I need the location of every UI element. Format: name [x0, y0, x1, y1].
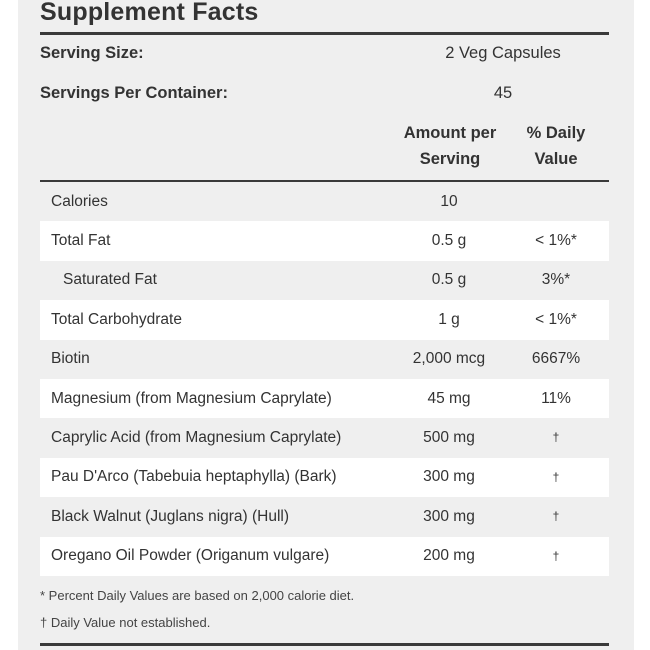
daily-value-header: % Daily Value: [506, 120, 606, 172]
nutrient-name: Magnesium (from Magnesium Caprylate): [51, 389, 332, 407]
header-divider: [40, 180, 609, 182]
table-row: Biotin 2,000 mcg 6667%: [40, 340, 609, 379]
nutrient-daily-value: 3%*: [541, 271, 571, 289]
nutrient-name: Biotin: [51, 350, 90, 368]
dv-header-line2: Value: [534, 150, 578, 168]
table-row: Total Fat 0.5 g < 1%*: [40, 221, 609, 261]
table-row: Total Carbohydrate 1 g < 1%*: [40, 300, 609, 340]
serving-size-label: Serving Size:: [40, 44, 144, 62]
nutrient-daily-value: †: [552, 430, 560, 445]
nutrient-name: Oregano Oil Powder (Origanum vulgare): [51, 547, 330, 565]
table-row: Pau D'Arco (Tabebuia heptaphylla) (Bark)…: [40, 457, 609, 498]
nutrient-table: Calories 10 Total Fat 0.5 g < 1%* Satura…: [40, 182, 609, 576]
nutrient-daily-value: < 1%*: [535, 310, 577, 328]
table-row: Calories 10: [40, 182, 609, 221]
amount-per-serving-header: Amount per Serving: [400, 120, 500, 172]
nutrient-amount: 0.5 g: [431, 232, 467, 250]
nutrient-name: Caprylic Acid (from Magnesium Caprylate): [51, 429, 342, 447]
nutrient-amount: 500 mg: [423, 429, 475, 447]
table-row: Magnesium (from Magnesium Caprylate) 45 …: [40, 378, 609, 419]
nutrient-amount: 2,000 mcg: [412, 350, 486, 368]
nutrient-daily-value: 11%: [541, 389, 571, 407]
servings-per-container-label: Servings Per Container:: [40, 84, 228, 102]
bottom-divider: [40, 643, 609, 646]
nutrient-name: Calories: [51, 192, 108, 210]
table-row: Black Walnut (Juglans nigra) (Hull) 300 …: [40, 497, 609, 536]
nutrient-name: Saturated Fat: [63, 271, 157, 289]
serving-size-value: 2 Veg Capsules: [445, 44, 561, 62]
dv-header-line1: % Daily: [526, 124, 586, 142]
nutrient-name: Pau D'Arco (Tabebuia heptaphylla) (Bark): [51, 468, 337, 486]
nutrient-daily-value: †: [552, 509, 560, 524]
nutrient-amount: 10: [440, 192, 458, 210]
nutrient-name: Black Walnut (Juglans nigra) (Hull): [51, 507, 290, 525]
table-row: Saturated Fat 0.5 g 3%*: [40, 261, 609, 300]
table-row: Caprylic Acid (from Magnesium Caprylate)…: [40, 418, 609, 457]
nutrient-amount: 45 mg: [427, 389, 471, 407]
nutrient-amount: 200 mg: [423, 547, 475, 565]
amount-header-line1: Amount per: [403, 124, 497, 142]
nutrient-daily-value: < 1%*: [535, 232, 577, 250]
table-row: Oregano Oil Powder (Origanum vulgare) 20…: [40, 536, 609, 576]
top-divider: [40, 32, 609, 35]
nutrient-amount: 1 g: [438, 310, 460, 328]
nutrient-amount: 300 mg: [423, 507, 475, 525]
percent-daily-value-footnote: * Percent Daily Values are based on 2,00…: [40, 588, 355, 603]
nutrient-daily-value: †: [552, 469, 560, 484]
panel-title: Supplement Facts: [40, 0, 259, 26]
nutrient-name: Total Carbohydrate: [51, 310, 182, 328]
nutrient-amount: 0.5 g: [431, 271, 467, 289]
servings-per-container-value: 45: [493, 84, 513, 102]
amount-header-line2: Serving: [419, 150, 481, 168]
nutrient-amount: 300 mg: [423, 468, 475, 486]
nutrient-daily-value: †: [552, 548, 560, 563]
dagger-footnote: † Daily Value not established.: [40, 615, 211, 630]
nutrient-name: Total Fat: [51, 232, 111, 250]
nutrient-daily-value: 6667%: [531, 350, 581, 368]
